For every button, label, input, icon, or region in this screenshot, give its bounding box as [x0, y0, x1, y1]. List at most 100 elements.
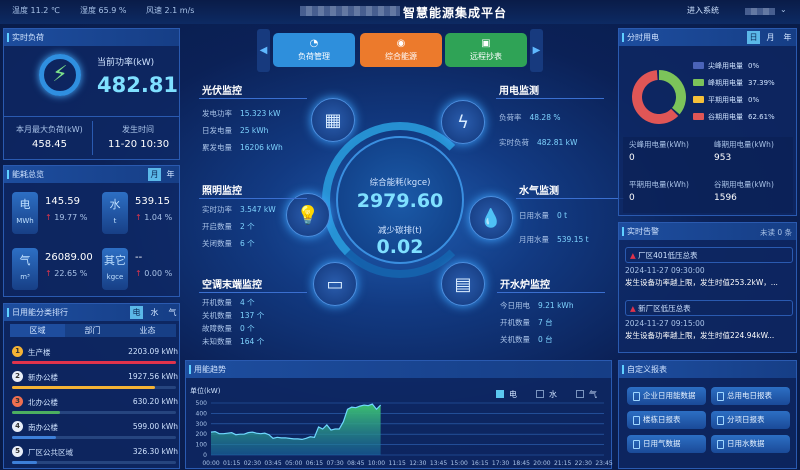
subtabs: 区域 部门 业态	[10, 324, 176, 337]
row-value: 0 个	[240, 324, 255, 333]
max-load-label: 本月最大负荷(kW)	[16, 124, 83, 135]
temperature: 温度 11.2 ℃	[12, 5, 60, 16]
progress-bar	[12, 436, 176, 439]
stat-value: 0	[629, 153, 635, 163]
chevron-down-icon[interactable]: ⌄	[780, 5, 787, 14]
report-button[interactable]: 总用电日报表	[711, 387, 790, 405]
report-button[interactable]: 分项日报表	[711, 411, 790, 429]
tab-month[interactable]: 月	[764, 31, 777, 44]
alarm-name: 厂区401低压总表	[638, 251, 697, 260]
unit: m³	[12, 273, 38, 281]
rank-badge-icon: 3	[12, 396, 23, 407]
tab-year[interactable]: 年	[164, 168, 177, 181]
report-button[interactable]: 企业日用能数据	[627, 387, 706, 405]
next-arrow-button[interactable]: ▶	[530, 29, 543, 72]
y-tick-label: 500	[196, 400, 208, 407]
row-label: 未知数量	[202, 337, 232, 346]
legend-pct: 0%	[748, 96, 759, 104]
ac-section-title: 空调末端监控	[202, 276, 262, 291]
x-tick-label: 01:15	[223, 460, 240, 467]
unread-count[interactable]: 未读 0 条	[760, 227, 792, 238]
report-button[interactable]: 楼栋日报表	[627, 411, 706, 429]
row-label: 开机数量	[202, 298, 232, 307]
tab-month[interactable]: 月	[148, 168, 161, 181]
item-name: 南办公楼	[28, 422, 58, 433]
legend-label: 谷期用电量	[708, 113, 743, 121]
change-value: 1.04 %	[144, 213, 172, 222]
row-label: 开机数量	[500, 318, 530, 327]
legend-label: 尖峰用电量	[708, 62, 743, 70]
report-button[interactable]: 日用水数据	[711, 435, 790, 453]
tab-year[interactable]: 年	[781, 31, 794, 44]
load-management-button[interactable]: ◔负荷管理	[273, 33, 355, 67]
subtab-business[interactable]: 业态	[120, 324, 175, 337]
subtab-area[interactable]: 区域	[10, 324, 65, 337]
warning-icon: ▲	[630, 251, 638, 260]
water-drop-icon: 💧	[469, 196, 513, 240]
subtab-department[interactable]: 部门	[65, 324, 120, 337]
progress-fill	[12, 361, 176, 364]
legend-pct: 37.39%	[748, 79, 775, 87]
user-menu[interactable]	[745, 8, 775, 15]
time-value: 11-20 10:30	[108, 139, 169, 150]
x-tick-label: 11:15	[389, 460, 406, 467]
custom-reports-panel: 自定义报表 企业日用能数据总用电日报表楼栋日报表分项日报表日用气数据日用水数据	[618, 360, 797, 469]
tab-day[interactable]: 日	[747, 31, 760, 44]
row-value: 539.15 t	[557, 235, 589, 244]
power-section-title: 用电监测	[499, 82, 539, 97]
item-value: 1927.56 kWh	[128, 372, 178, 381]
change-value: 0.00 %	[144, 269, 172, 278]
tab-electricity[interactable]: 电	[130, 306, 143, 319]
y-tick-label: 400	[196, 410, 208, 417]
tab-gas[interactable]: 气	[166, 306, 179, 319]
alarm-title: ▲ 新厂区低压总表	[625, 300, 793, 316]
legend-swatch	[693, 96, 704, 103]
report-button[interactable]: 日用气数据	[627, 435, 706, 453]
series-area	[211, 404, 381, 455]
type-name: 电	[12, 196, 38, 212]
water-section-title: 水气监测	[519, 182, 559, 197]
boiler-icon: ▤	[441, 262, 485, 306]
rank-badge-icon: 1	[12, 346, 23, 357]
tab-water[interactable]: 水	[148, 306, 161, 319]
arrow-up-icon: ↑	[135, 269, 144, 278]
remote-meter-button[interactable]: ▣远程抄表	[445, 33, 527, 67]
integrated-energy-button[interactable]: ◉综合能源	[360, 33, 442, 67]
row-value: 15.323 kW	[240, 109, 280, 118]
item-name: 生产楼	[28, 347, 51, 358]
realtime-load-panel: 实时负荷 ⚡ 当前功率(kW) 482.81 本月最大负荷(kW) 458.45…	[3, 28, 180, 160]
enter-system-link[interactable]: 进入系统	[687, 5, 719, 16]
max-load-value: 458.45	[32, 139, 67, 150]
x-tick-label: 18:45	[513, 460, 530, 467]
y-tick-label: 0	[203, 452, 207, 459]
rank-badge-icon: 5	[12, 446, 23, 457]
prev-arrow-button[interactable]: ◀	[257, 29, 270, 72]
change: ↑ 1.04 %	[135, 213, 172, 222]
change: ↑ 0.00 %	[135, 269, 172, 278]
row-value: 2 个	[240, 222, 255, 231]
wind-speed: 风速 2.1 m/s	[146, 5, 194, 16]
